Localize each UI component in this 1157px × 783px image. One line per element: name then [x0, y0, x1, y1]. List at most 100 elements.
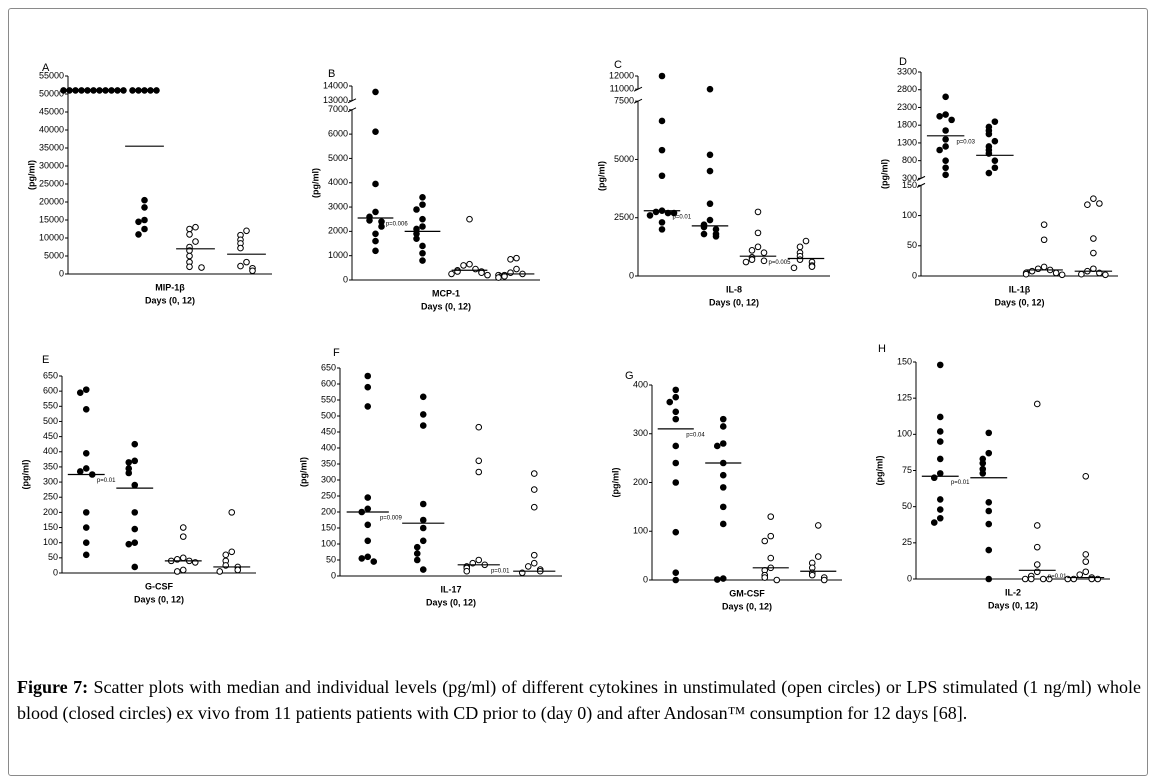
- data-point: [942, 171, 949, 179]
- y-axis-label: (pg/ml): [596, 161, 606, 191]
- data-point: [666, 398, 674, 406]
- data-point: [808, 571, 816, 579]
- data-point: [82, 465, 90, 472]
- p-value: p=0.01: [491, 568, 510, 574]
- data-point: [419, 422, 427, 429]
- panel-label: H: [878, 343, 886, 355]
- data-point: [760, 249, 768, 256]
- data-point: [135, 218, 142, 226]
- data-point: [364, 553, 372, 561]
- data-point: [820, 576, 828, 584]
- data-point: [672, 569, 680, 576]
- panel-label: B: [328, 68, 335, 80]
- y-tick-label: 0: [912, 270, 917, 280]
- p-value: p=0.01: [951, 480, 970, 486]
- y-tick-label: 150: [902, 180, 917, 190]
- data-point: [985, 520, 993, 528]
- data-point: [135, 87, 142, 94]
- data-point: [936, 506, 944, 513]
- data-point: [475, 457, 483, 465]
- data-point: [1102, 271, 1109, 279]
- data-point: [131, 539, 139, 546]
- data-point: [706, 167, 714, 175]
- y-tick-label: 0: [343, 274, 348, 284]
- y-tick-label: 3300: [897, 66, 917, 76]
- data-point: [198, 264, 205, 271]
- data-point: [463, 567, 471, 575]
- data-point: [658, 219, 666, 226]
- data-point: [761, 537, 769, 545]
- y-tick-label: 0: [53, 567, 58, 577]
- y-tick-label: 350: [43, 461, 58, 471]
- data-point: [672, 386, 680, 394]
- data-point: [179, 533, 187, 540]
- y-axis-label: (pg/ml): [20, 460, 30, 490]
- data-point: [991, 164, 999, 172]
- data-point: [985, 546, 993, 554]
- figure-frame: [8, 8, 1148, 776]
- y-tick-label: 600: [43, 386, 58, 396]
- data-point: [364, 537, 372, 545]
- data-point: [131, 457, 139, 465]
- data-point: [719, 484, 727, 491]
- category-label: IL-17: [440, 584, 461, 594]
- data-point: [1021, 575, 1029, 583]
- data-point: [773, 576, 781, 584]
- panel-label: C: [614, 59, 622, 71]
- data-point: [672, 576, 680, 584]
- figure: 0500010000150002000025000300003500040000…: [20, 56, 1118, 611]
- y-tick-label: 6000: [328, 128, 348, 138]
- data-point: [513, 254, 520, 262]
- data-point: [719, 503, 727, 511]
- y-tick-label: 550: [43, 401, 58, 411]
- y-tick-label: 100: [321, 538, 336, 548]
- y-axis-label: (pg/ml): [610, 468, 620, 498]
- data-point: [672, 479, 680, 486]
- p-value: p=0.04: [686, 432, 705, 438]
- x-axis-label: Days (0, 12): [145, 295, 195, 305]
- p-value: p=0.009: [380, 516, 403, 522]
- data-point: [413, 556, 421, 564]
- data-point: [419, 257, 426, 264]
- category-label: GM-CSF: [729, 588, 765, 598]
- y-axis-label: (pg/ml): [26, 160, 36, 190]
- data-point: [1076, 571, 1084, 578]
- y-tick-label: 40000: [39, 124, 64, 134]
- data-point: [814, 553, 822, 560]
- data-point: [419, 500, 427, 508]
- data-point: [1033, 400, 1041, 408]
- y-tick-label: 250: [321, 490, 336, 500]
- data-point: [1027, 575, 1035, 583]
- data-point: [131, 481, 139, 489]
- data-point: [237, 262, 244, 270]
- data-point: [658, 226, 666, 233]
- data-point: [413, 235, 420, 242]
- data-point: [1040, 221, 1048, 228]
- data-point: [796, 243, 804, 251]
- data-point: [936, 496, 944, 503]
- data-point: [524, 563, 532, 570]
- data-point: [936, 514, 944, 522]
- data-point: [1058, 271, 1066, 279]
- data-point: [147, 87, 154, 94]
- data-point: [419, 411, 427, 418]
- data-point: [1039, 575, 1047, 583]
- y-tick-label: 100: [897, 429, 912, 439]
- data-point: [475, 468, 483, 476]
- data-point: [706, 151, 714, 159]
- data-point: [364, 403, 372, 410]
- y-tick-label: 150: [43, 522, 58, 532]
- y-tick-label: 500: [43, 416, 58, 426]
- panel-label: D: [899, 56, 907, 68]
- y-tick-label: 3000: [328, 201, 348, 211]
- data-point: [936, 470, 944, 477]
- y-tick-label: 2000: [328, 226, 348, 236]
- y-tick-label: 300: [43, 476, 58, 486]
- y-tick-label: 0: [643, 574, 648, 584]
- data-point: [82, 551, 90, 559]
- data-point: [249, 267, 256, 275]
- data-point: [761, 574, 769, 581]
- data-point: [131, 563, 139, 571]
- data-point: [991, 137, 999, 145]
- data-point: [419, 249, 426, 257]
